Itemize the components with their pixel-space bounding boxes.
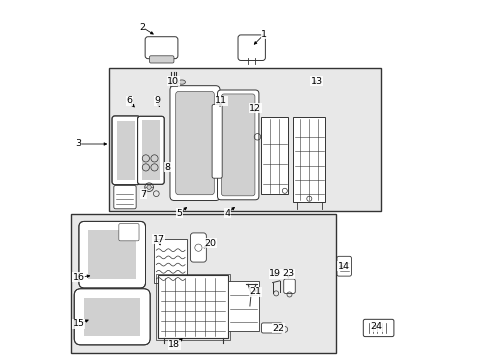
- Text: 16: 16: [73, 273, 85, 282]
- Text: 20: 20: [204, 238, 216, 248]
- FancyBboxPatch shape: [114, 185, 136, 209]
- Bar: [109, 68, 381, 211]
- FancyBboxPatch shape: [175, 91, 214, 195]
- Text: 14: 14: [337, 262, 349, 271]
- Text: 12: 12: [249, 104, 261, 112]
- Text: 23: 23: [282, 269, 294, 278]
- Text: 1: 1: [261, 30, 267, 39]
- Text: 3: 3: [75, 139, 81, 148]
- Text: 6: 6: [126, 96, 132, 105]
- Text: 24: 24: [370, 323, 382, 331]
- FancyBboxPatch shape: [212, 104, 222, 178]
- Text: 9: 9: [154, 96, 160, 105]
- Bar: [71, 214, 335, 353]
- Text: 7: 7: [141, 190, 146, 199]
- FancyBboxPatch shape: [79, 221, 145, 288]
- Bar: [158, 275, 228, 338]
- Text: 2: 2: [139, 22, 144, 31]
- FancyBboxPatch shape: [261, 323, 282, 333]
- Text: 8: 8: [164, 163, 170, 172]
- Text: 21: 21: [249, 287, 261, 296]
- FancyBboxPatch shape: [336, 256, 351, 276]
- Bar: [117, 121, 135, 180]
- FancyBboxPatch shape: [190, 233, 206, 262]
- FancyBboxPatch shape: [112, 116, 140, 185]
- Bar: [261, 117, 288, 194]
- Bar: [141, 120, 160, 180]
- FancyBboxPatch shape: [137, 116, 164, 184]
- Bar: [84, 298, 140, 336]
- FancyBboxPatch shape: [119, 224, 139, 241]
- Text: 18: 18: [168, 341, 180, 349]
- FancyBboxPatch shape: [238, 35, 265, 60]
- Ellipse shape: [178, 80, 185, 84]
- Text: 11: 11: [215, 96, 226, 105]
- Text: 4: 4: [224, 209, 230, 217]
- Text: 13: 13: [310, 77, 322, 85]
- FancyBboxPatch shape: [145, 37, 178, 59]
- Text: 10: 10: [167, 77, 179, 85]
- Bar: [292, 117, 325, 202]
- Bar: [154, 239, 186, 283]
- Bar: [170, 78, 177, 86]
- Text: 19: 19: [268, 269, 281, 278]
- FancyBboxPatch shape: [74, 289, 150, 345]
- FancyBboxPatch shape: [149, 56, 174, 63]
- FancyBboxPatch shape: [221, 94, 254, 196]
- FancyBboxPatch shape: [363, 319, 393, 337]
- FancyBboxPatch shape: [170, 86, 220, 201]
- Text: 5: 5: [176, 209, 183, 217]
- FancyBboxPatch shape: [283, 279, 295, 293]
- Bar: [88, 230, 136, 279]
- Bar: [156, 274, 230, 340]
- Circle shape: [146, 185, 151, 189]
- Bar: [228, 281, 258, 331]
- Text: 15: 15: [73, 320, 85, 328]
- Text: 22: 22: [272, 324, 284, 333]
- Text: 17: 17: [153, 235, 164, 244]
- FancyBboxPatch shape: [217, 90, 258, 200]
